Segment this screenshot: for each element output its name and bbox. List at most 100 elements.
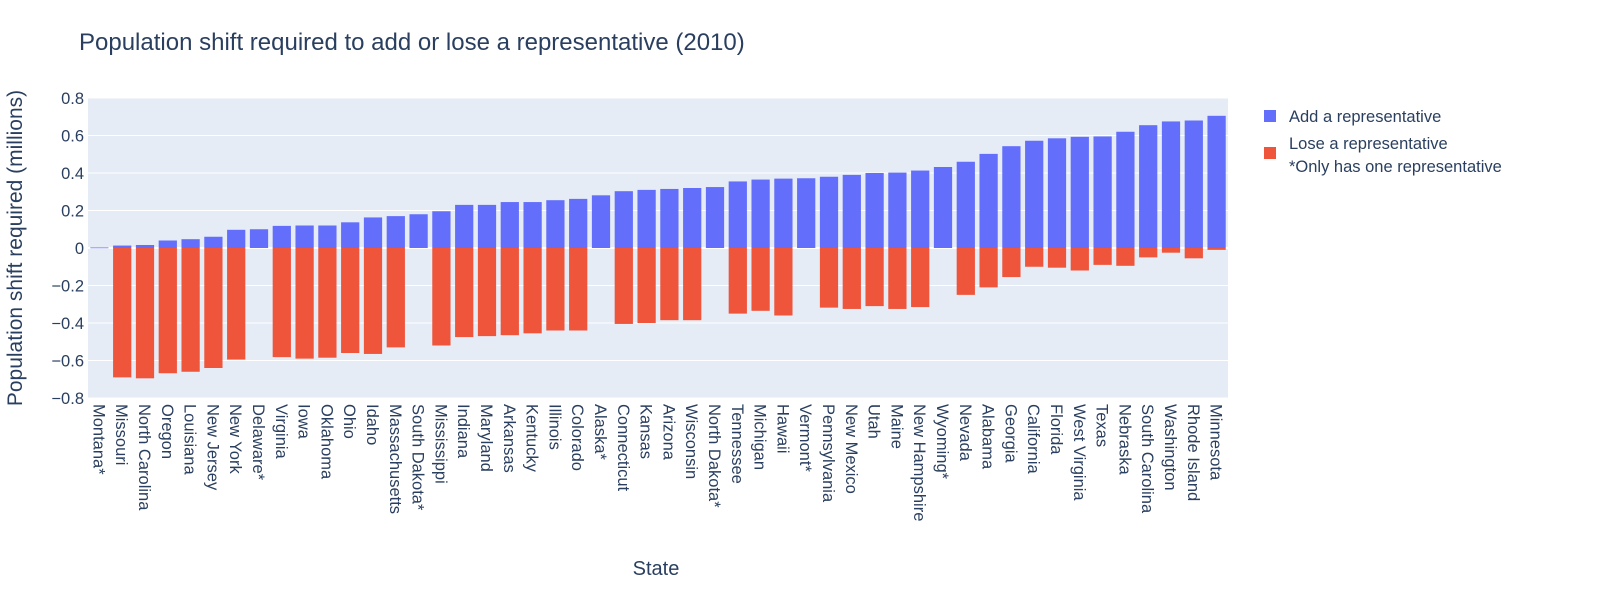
bar-add[interactable] — [705, 187, 725, 248]
bar-add[interactable] — [842, 174, 861, 248]
bar-lose[interactable] — [569, 248, 588, 331]
bar-lose[interactable] — [911, 248, 930, 308]
bar-lose[interactable] — [1139, 248, 1158, 258]
bar-lose[interactable] — [1002, 248, 1021, 278]
bar-lose[interactable] — [728, 248, 747, 314]
bar-add[interactable] — [728, 181, 747, 248]
bar-add[interactable] — [637, 189, 656, 248]
bar-add[interactable] — [158, 240, 177, 249]
bar-lose[interactable] — [318, 248, 337, 358]
bar-add[interactable] — [1047, 138, 1067, 248]
bar-add[interactable] — [318, 225, 337, 249]
bar-add[interactable] — [500, 202, 519, 248]
bar-lose[interactable] — [1070, 248, 1089, 271]
bar-lose[interactable] — [477, 248, 497, 337]
bar-lose[interactable] — [1161, 248, 1181, 253]
bar-lose[interactable] — [637, 248, 656, 323]
bar-add[interactable] — [614, 191, 633, 248]
bar-add[interactable] — [865, 173, 884, 248]
bar-add[interactable] — [341, 222, 360, 248]
bar-lose[interactable] — [455, 248, 474, 338]
bar-lose[interactable] — [1047, 248, 1067, 268]
bar-add[interactable] — [774, 178, 793, 248]
bar-lose[interactable] — [500, 248, 519, 336]
bar-lose[interactable] — [819, 248, 839, 308]
bar-add[interactable] — [956, 161, 975, 248]
bar-lose[interactable] — [614, 248, 633, 324]
bar-add[interactable] — [432, 211, 451, 248]
bar-lose[interactable] — [888, 248, 907, 309]
bar-lose[interactable] — [113, 248, 132, 378]
bar-lose[interactable] — [1116, 248, 1135, 266]
bar-add[interactable] — [888, 172, 907, 248]
bar-add[interactable] — [409, 214, 428, 248]
bar-add[interactable] — [819, 176, 839, 248]
bar-add[interactable] — [1093, 136, 1112, 248]
bar-add[interactable] — [249, 229, 269, 248]
bar-add[interactable] — [1207, 115, 1226, 248]
bar-add[interactable] — [90, 247, 109, 249]
bar-add[interactable] — [295, 225, 314, 249]
bar-add[interactable] — [135, 245, 155, 248]
bar-lose[interactable] — [158, 248, 177, 374]
bar-add[interactable] — [569, 198, 588, 248]
bar-add[interactable] — [227, 229, 246, 248]
bar-lose[interactable] — [1025, 248, 1044, 267]
bar-add[interactable] — [204, 236, 223, 248]
bar-add[interactable] — [1070, 136, 1089, 248]
bar-lose[interactable] — [295, 248, 314, 359]
bar-add[interactable] — [181, 239, 200, 248]
bar-add[interactable] — [933, 167, 953, 248]
bar-add[interactable] — [911, 170, 930, 248]
bar-lose[interactable] — [135, 248, 155, 379]
bar-lose[interactable] — [1207, 248, 1226, 250]
legend-swatch-lose[interactable] — [1264, 147, 1276, 159]
bar-lose[interactable] — [865, 248, 884, 307]
bar-lose[interactable] — [956, 248, 975, 295]
bar-lose[interactable] — [660, 248, 679, 321]
bar-lose[interactable] — [683, 248, 702, 321]
bar-add[interactable] — [455, 204, 474, 248]
bar-add[interactable] — [477, 204, 497, 248]
bar-add[interactable] — [523, 202, 542, 248]
bar-add[interactable] — [660, 188, 679, 248]
bar-lose[interactable] — [979, 248, 998, 288]
bar-add[interactable] — [363, 217, 383, 248]
bar-add[interactable] — [1184, 120, 1203, 249]
x-tick-label: Nebraska — [1115, 404, 1133, 475]
y-axis-ticks: 0.8 0.6 0.4 0.2 0 −0.2 −0.4 −0.6 −0.8 — [51, 90, 84, 408]
bar-add[interactable] — [979, 153, 998, 248]
bar-add[interactable] — [386, 216, 405, 248]
legend-label-add[interactable]: Add a representative — [1289, 108, 1441, 126]
bar-add[interactable] — [1002, 146, 1021, 248]
bar-lose[interactable] — [386, 248, 405, 348]
bar-add[interactable] — [1139, 125, 1158, 248]
bar-lose[interactable] — [181, 248, 200, 372]
bar-lose[interactable] — [751, 248, 770, 311]
bar-lose[interactable] — [842, 248, 861, 309]
bar-lose[interactable] — [272, 248, 291, 358]
bar-lose[interactable] — [341, 248, 360, 353]
bar-lose[interactable] — [1184, 248, 1203, 259]
bar-add[interactable] — [1161, 121, 1181, 248]
bar-lose[interactable] — [227, 248, 246, 360]
bar-add[interactable] — [1116, 131, 1135, 248]
bar-add[interactable] — [1025, 140, 1044, 248]
bar-add[interactable] — [751, 179, 770, 248]
bar-add[interactable] — [591, 195, 611, 248]
bar-lose[interactable] — [204, 248, 223, 368]
bar-add[interactable] — [546, 200, 565, 248]
bar-lose[interactable] — [1093, 248, 1112, 265]
bar-add[interactable] — [272, 225, 291, 248]
legend-swatch-add[interactable] — [1264, 110, 1276, 122]
bar-lose[interactable] — [363, 248, 383, 354]
bar-lose[interactable] — [774, 248, 793, 316]
bar-lose[interactable] — [523, 248, 542, 334]
bar-add[interactable] — [113, 245, 132, 248]
legend-label-lose[interactable]: Lose a representative — [1289, 135, 1448, 153]
bar-add[interactable] — [683, 188, 702, 248]
bar-add[interactable] — [797, 178, 816, 248]
bars[interactable] — [90, 115, 1226, 379]
bar-lose[interactable] — [432, 248, 451, 346]
bar-lose[interactable] — [546, 248, 565, 331]
